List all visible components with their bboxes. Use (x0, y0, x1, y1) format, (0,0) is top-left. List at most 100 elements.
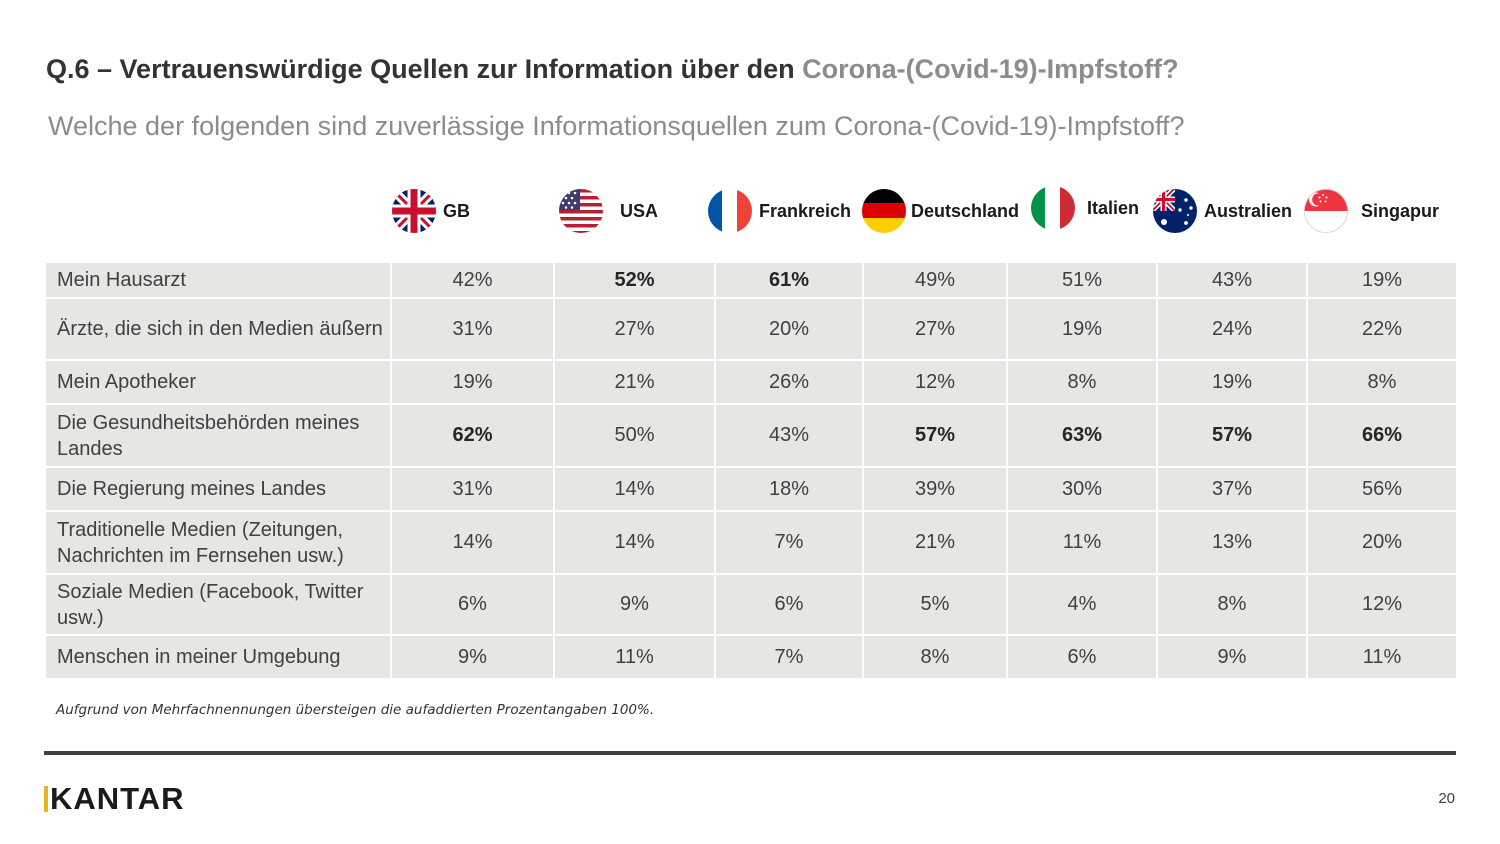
kantar-logo: KANTAR (44, 781, 185, 816)
table-cell: 19% (1308, 263, 1456, 297)
table-row: Mein Apotheker 19% 21% 26% 12% 8% 19% 8% (46, 361, 1456, 403)
italy-flag-icon (1031, 186, 1075, 230)
table-cell: 56% (1308, 468, 1456, 510)
germany-flag-icon (862, 189, 906, 233)
table-cell: 31% (392, 468, 553, 510)
table-cell: 20% (716, 299, 862, 359)
table-cell: 7% (716, 636, 862, 678)
row-label: Mein Apotheker (46, 361, 390, 403)
singapore-flag-icon (1303, 188, 1349, 234)
page-subtitle: Welche der folgenden sind zuverlässige I… (48, 111, 1185, 141)
country-label-france: Frankreich (759, 200, 852, 221)
table-cell: 9% (555, 575, 714, 634)
table-cell: 14% (392, 512, 553, 573)
table-cell: 21% (555, 361, 714, 403)
row-label: Die Gesundheitsbehörden meines Landes (46, 405, 390, 466)
row-label: Ärzte, die sich in den Medien äußern (46, 299, 390, 359)
country-header-singapore: Singapur (1303, 188, 1439, 234)
country-header-gb: GB (391, 188, 470, 234)
table-cell: 19% (392, 361, 553, 403)
table-row: Mein Hausarzt 42% 52% 61% 49% 51% 43% 19… (46, 263, 1456, 297)
table-row: Ärzte, die sich in den Medien äußern 31%… (46, 299, 1456, 359)
data-table: Mein Hausarzt 42% 52% 61% 49% 51% 43% 19… (44, 261, 1458, 680)
country-label-australia: Australien (1204, 200, 1293, 221)
footnote: Aufgrund von Mehrfachnennungen übersteig… (56, 702, 655, 718)
table-cell: 61% (716, 263, 862, 297)
table-cell: 11% (1008, 512, 1156, 573)
logo-text: KANTAR (50, 781, 185, 816)
table-cell: 11% (555, 636, 714, 678)
table-cell: 9% (392, 636, 553, 678)
uk-flag-icon (392, 189, 436, 233)
table-cell: 39% (864, 468, 1006, 510)
table-cell: 51% (1008, 263, 1156, 297)
table-cell: 62% (392, 405, 553, 466)
country-header-italy: Italien (1030, 185, 1139, 231)
table-cell: 7% (716, 512, 862, 573)
table-cell: 43% (1158, 263, 1306, 297)
table-cell: 66% (1308, 405, 1456, 466)
table-cell: 43% (716, 405, 862, 466)
australia-flag-icon (1153, 189, 1197, 233)
france-flag-icon (708, 189, 752, 233)
country-label-germany: Deutschland (911, 200, 1020, 221)
table-cell: 6% (392, 575, 553, 634)
table-row: Die Regierung meines Landes 31% 14% 18% … (46, 468, 1456, 510)
country-label-italy: Italien (1087, 197, 1140, 218)
table-cell: 18% (716, 468, 862, 510)
country-header-australia: Australien (1152, 188, 1292, 234)
table-cell: 42% (392, 263, 553, 297)
table-cell: 50% (555, 405, 714, 466)
table-cell: 6% (716, 575, 862, 634)
table-cell: 19% (1158, 361, 1306, 403)
table-cell: 26% (716, 361, 862, 403)
table-cell: 31% (392, 299, 553, 359)
table-cell: 20% (1308, 512, 1456, 573)
table-cell: 8% (1158, 575, 1306, 634)
table-cell: 5% (864, 575, 1006, 634)
table-cell: 19% (1008, 299, 1156, 359)
table-cell: 57% (864, 405, 1006, 466)
table-cell: 27% (864, 299, 1006, 359)
table-cell: 37% (1158, 468, 1306, 510)
table-cell: 8% (864, 636, 1006, 678)
table-cell: 52% (555, 263, 714, 297)
country-label-usa: USA (620, 200, 659, 221)
row-label: Mein Hausarzt (46, 263, 390, 297)
table-cell: 57% (1158, 405, 1306, 466)
title-highlight: Corona-(Covid-19)-Impfstoff? (802, 54, 1179, 84)
table-cell: 6% (1008, 636, 1156, 678)
table-cell: 21% (864, 512, 1006, 573)
table-cell: 12% (864, 361, 1006, 403)
table-row: Die Gesundheitsbehörden meines Landes 62… (46, 405, 1456, 466)
table-cell: 30% (1008, 468, 1156, 510)
page-number: 20 (1438, 790, 1455, 807)
table-cell: 14% (555, 512, 714, 573)
table-row: Menschen in meiner Umgebung 9% 11% 7% 8%… (46, 636, 1456, 678)
table-cell: 22% (1308, 299, 1456, 359)
table-cell: 12% (1308, 575, 1456, 634)
country-label-singapore: Singapur (1361, 200, 1440, 221)
table-cell: 11% (1308, 636, 1456, 678)
table-cell: 8% (1308, 361, 1456, 403)
table-cell: 49% (864, 263, 1006, 297)
table-row: Soziale Medien (Facebook, Twitter usw.) … (46, 575, 1456, 634)
table-cell: 14% (555, 468, 714, 510)
table-cell: 63% (1008, 405, 1156, 466)
table-cell: 27% (555, 299, 714, 359)
page-title: Q.6 – Vertrauenswürdige Quellen zur Info… (46, 54, 1179, 85)
table-cell: 8% (1008, 361, 1156, 403)
country-header-usa: USA (558, 188, 658, 234)
country-header-france: Frankreich (707, 188, 851, 234)
row-label: Soziale Medien (Facebook, Twitter usw.) (46, 575, 390, 634)
row-label: Traditionelle Medien (Zeitungen, Nachric… (46, 512, 390, 573)
table-cell: 24% (1158, 299, 1306, 359)
title-main: Q.6 – Vertrauenswürdige Quellen zur Info… (46, 54, 803, 84)
logo-accent-bar (44, 786, 48, 812)
table-cell: 4% (1008, 575, 1156, 634)
country-label-gb: GB (443, 200, 470, 221)
table-cell: 9% (1158, 636, 1306, 678)
table-cell: 13% (1158, 512, 1306, 573)
row-label: Menschen in meiner Umgebung (46, 636, 390, 678)
usa-flag-icon (559, 189, 603, 233)
